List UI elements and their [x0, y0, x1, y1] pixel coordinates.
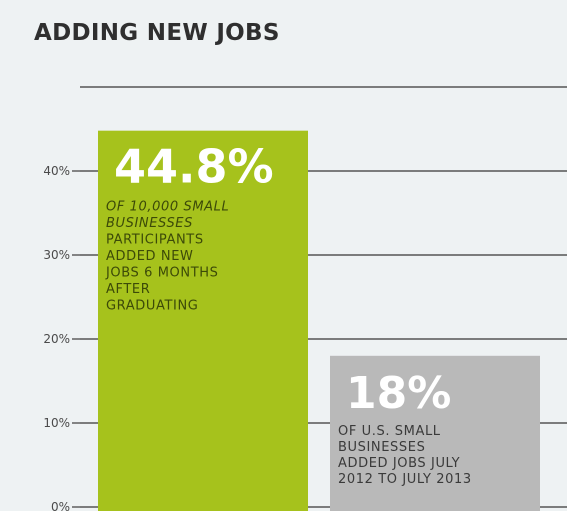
- bar: [330, 355, 540, 511]
- chart-title: ADDING NEW JOBS: [34, 20, 280, 46]
- bar-value-label: 44.8%: [114, 140, 274, 194]
- y-tick-label: 10%: [43, 416, 70, 430]
- y-tick-label: 0%: [51, 500, 70, 511]
- bar-description-line: OF 10,000 SMALL: [106, 200, 229, 215]
- bar-value-label: 18%: [346, 368, 451, 419]
- y-tick-label: 30%: [43, 248, 70, 262]
- bar: [98, 130, 308, 511]
- bar-description-line: 2012 TO JULY 2013: [338, 472, 472, 487]
- bar-description-line: BUSINESSES: [338, 440, 425, 455]
- bar-description-line: BUSINESSES: [106, 216, 193, 231]
- bar-description-line: AFTER: [106, 282, 150, 297]
- bar-description-line: JOBS 6 MONTHS: [105, 266, 219, 281]
- y-tick-label: 20%: [43, 332, 70, 346]
- bar-description-line: OF U.S. SMALL: [338, 424, 441, 439]
- bar-description-line: ADDED NEW: [106, 249, 193, 264]
- bar-description-line: PARTICIPANTS: [106, 233, 204, 248]
- bar-description-line: ADDED JOBS JULY: [338, 456, 460, 471]
- y-tick-label: 40%: [43, 164, 70, 178]
- bar-description-line: GRADUATING: [106, 299, 198, 314]
